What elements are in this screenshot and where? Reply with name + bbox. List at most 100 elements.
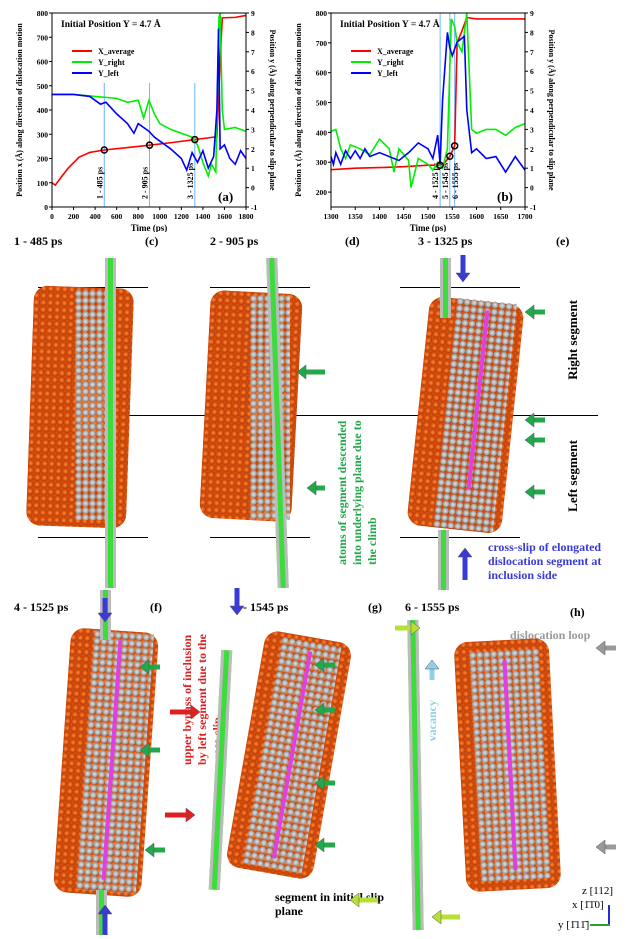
- y-tick-label: 500: [37, 82, 49, 91]
- panel-label: (b): [497, 189, 513, 204]
- arrow-head-icon: [306, 480, 317, 496]
- arrow-head-icon: [431, 909, 442, 925]
- chart-title: Initial Position Y = 4.7 Å: [340, 18, 440, 30]
- data-point: [145, 141, 154, 149]
- divider-line: [400, 537, 520, 538]
- y-axis-title: Position x (Å) along direction of disloc…: [294, 23, 303, 197]
- series-Y_right: [330, 12, 526, 188]
- arrow-head-icon: [595, 640, 606, 656]
- y2-tick-label: 5: [251, 87, 255, 96]
- divider-line: [210, 287, 310, 288]
- x-tick-label: 1300: [324, 212, 339, 221]
- data-point: [450, 142, 459, 150]
- y2-tick-label: 9: [251, 9, 255, 18]
- marker-label: 3 - 1325 ps: [186, 163, 195, 199]
- y-tick-label: 800: [37, 9, 49, 18]
- x-tick-label: 1550: [445, 212, 460, 221]
- x-tick-label: 1700: [518, 212, 533, 221]
- z-axis-label: z [112]: [582, 885, 614, 897]
- y-tick-label: 200: [316, 188, 328, 197]
- divider-line: [210, 537, 310, 538]
- y-tick-label: 300: [316, 158, 328, 167]
- y2-tick-label: 5: [530, 87, 534, 96]
- dislocation-line-e: [440, 258, 451, 318]
- marker-label: 6 - 1555 ps: [451, 163, 460, 199]
- arrow-head-icon: [144, 842, 155, 858]
- legend-label: X_average: [98, 47, 135, 56]
- divider-line: [38, 415, 598, 416]
- x-tick-label: 800: [133, 212, 145, 221]
- x-tick-label: 1200: [174, 212, 189, 221]
- panel-e-time: 3 - 1325 ps: [418, 234, 473, 248]
- x-axis-title: Time (ps): [410, 223, 447, 232]
- y2-tick-label: 3: [530, 125, 534, 134]
- data-point: [446, 152, 454, 161]
- divider-line: [400, 287, 520, 288]
- arrow-head-icon: [296, 364, 307, 380]
- y2-tick-label: 6: [530, 67, 534, 76]
- arrow-head-icon: [314, 837, 325, 853]
- arrow-head-icon: [457, 547, 473, 558]
- y-tick-label: 700: [37, 33, 49, 42]
- y2-tick-label: 4: [530, 106, 534, 115]
- y2-tick-label: 0: [530, 184, 534, 193]
- arrow-head-icon: [314, 775, 325, 791]
- y2-tick-label: 1: [530, 164, 534, 173]
- arrow-head-icon: [314, 657, 325, 673]
- y2-tick-label: 2: [251, 145, 255, 154]
- legend-label: Y_right: [377, 58, 404, 67]
- x-axis-title: Time (ps): [131, 223, 168, 232]
- marker-label: 2 - 905 ps: [141, 167, 150, 199]
- y2-tick-label: 2: [530, 145, 534, 154]
- x-tick-label: 1600: [469, 212, 484, 221]
- panel-d-time: 2 - 905 ps: [210, 234, 259, 248]
- legend-label: X_average: [377, 47, 414, 56]
- series-Y_right: [52, 12, 247, 179]
- panel-c-label: (c): [145, 234, 159, 248]
- y-tick-label: 200: [37, 155, 49, 164]
- y2-tick-label: 6: [251, 67, 255, 76]
- x-tick-label: 1800: [239, 212, 254, 221]
- y-tick-label: 300: [37, 130, 49, 139]
- x-tick-label: 1500: [421, 212, 436, 221]
- y-tick-label: 500: [316, 99, 328, 108]
- y2-tick-label: 1: [251, 164, 255, 173]
- x-tick-label: 600: [111, 212, 123, 221]
- y2-tick-label: 3: [251, 125, 255, 134]
- z-axis-arrow: [608, 905, 610, 925]
- arrow-head-icon: [185, 807, 196, 823]
- x-tick-label: 1400: [195, 212, 210, 221]
- marker-label: 5 - 1545 ps: [441, 163, 450, 199]
- panel-h-time: 6 - 1555 ps: [405, 600, 460, 614]
- x-tick-label: 1450: [396, 212, 411, 221]
- y-tick-label: 400: [37, 106, 49, 115]
- y2-axis-title: Position y (Å) along perpendicular to sl…: [268, 30, 277, 191]
- x-tick-label: 1650: [493, 212, 508, 221]
- panel-h-label: (h): [570, 605, 585, 619]
- y2-tick-label: -1: [251, 203, 257, 212]
- x-tick-label: 400: [89, 212, 101, 221]
- arrow-head-icon: [314, 702, 325, 718]
- panel-label: (a): [218, 189, 233, 204]
- arrow-head-icon: [229, 605, 245, 616]
- data-point: [100, 146, 109, 154]
- y2-tick-label: 7: [530, 48, 534, 57]
- chart-title: Initial Position Y = 4.7 Å: [61, 18, 161, 30]
- y2-tick-label: 8: [251, 28, 255, 37]
- y-tick-label: 800: [316, 9, 328, 18]
- series-Y_left: [330, 32, 526, 174]
- panel-d-label: (d): [345, 234, 360, 248]
- data-point: [191, 135, 199, 144]
- y2-tick-label: 9: [530, 9, 534, 18]
- y2-tick-label: -1: [530, 203, 536, 212]
- legend-label: Y_left: [98, 69, 119, 78]
- arrow-head-icon: [349, 892, 360, 908]
- x-tick-label: 200: [68, 212, 80, 221]
- legend-label: Y_left: [377, 69, 398, 78]
- y-tick-label: 700: [316, 39, 328, 48]
- x-tick-label: 1400: [372, 212, 387, 221]
- y-tick-label: 600: [37, 58, 49, 67]
- cross-slip-annotation: cross-slip of elongated dislocation segm…: [488, 540, 602, 582]
